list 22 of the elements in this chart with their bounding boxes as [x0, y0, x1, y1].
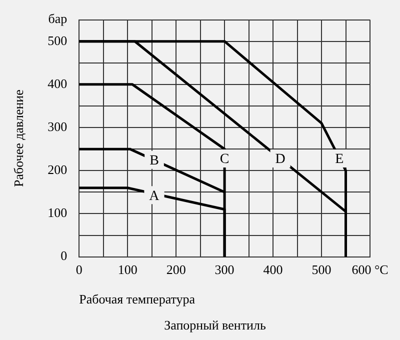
annotation: B [150, 154, 159, 169]
annotation: C [220, 152, 230, 168]
y-tick-label: 0 [60, 248, 68, 264]
x-tick-label: 200 [166, 262, 186, 278]
y-tick-label: 300 [48, 118, 68, 134]
annotation: D [275, 152, 286, 168]
x-tick-label: 400 [263, 262, 283, 278]
x-tick-label: 500 [312, 262, 332, 278]
y-tick-label: 500 [48, 32, 68, 48]
y-axis-title: Рабочее давление [11, 89, 26, 188]
x-axis-title: Рабочая температура [79, 292, 196, 307]
x-tick-label: 300 [214, 262, 234, 278]
y-tick-label: бар [48, 11, 68, 26]
text: Запорный вентиль [164, 317, 266, 332]
x-tick-label: 100 [118, 262, 138, 278]
y-tick-label: 400 [48, 76, 68, 91]
x-tick-label: 600 °C [352, 262, 388, 278]
annotation: A [149, 188, 160, 204]
y-tick-label: 100 [48, 205, 68, 220]
x-tick-label: 0 [76, 262, 82, 278]
annotation: E [335, 152, 344, 168]
y-tick-label: 200 [48, 162, 68, 178]
